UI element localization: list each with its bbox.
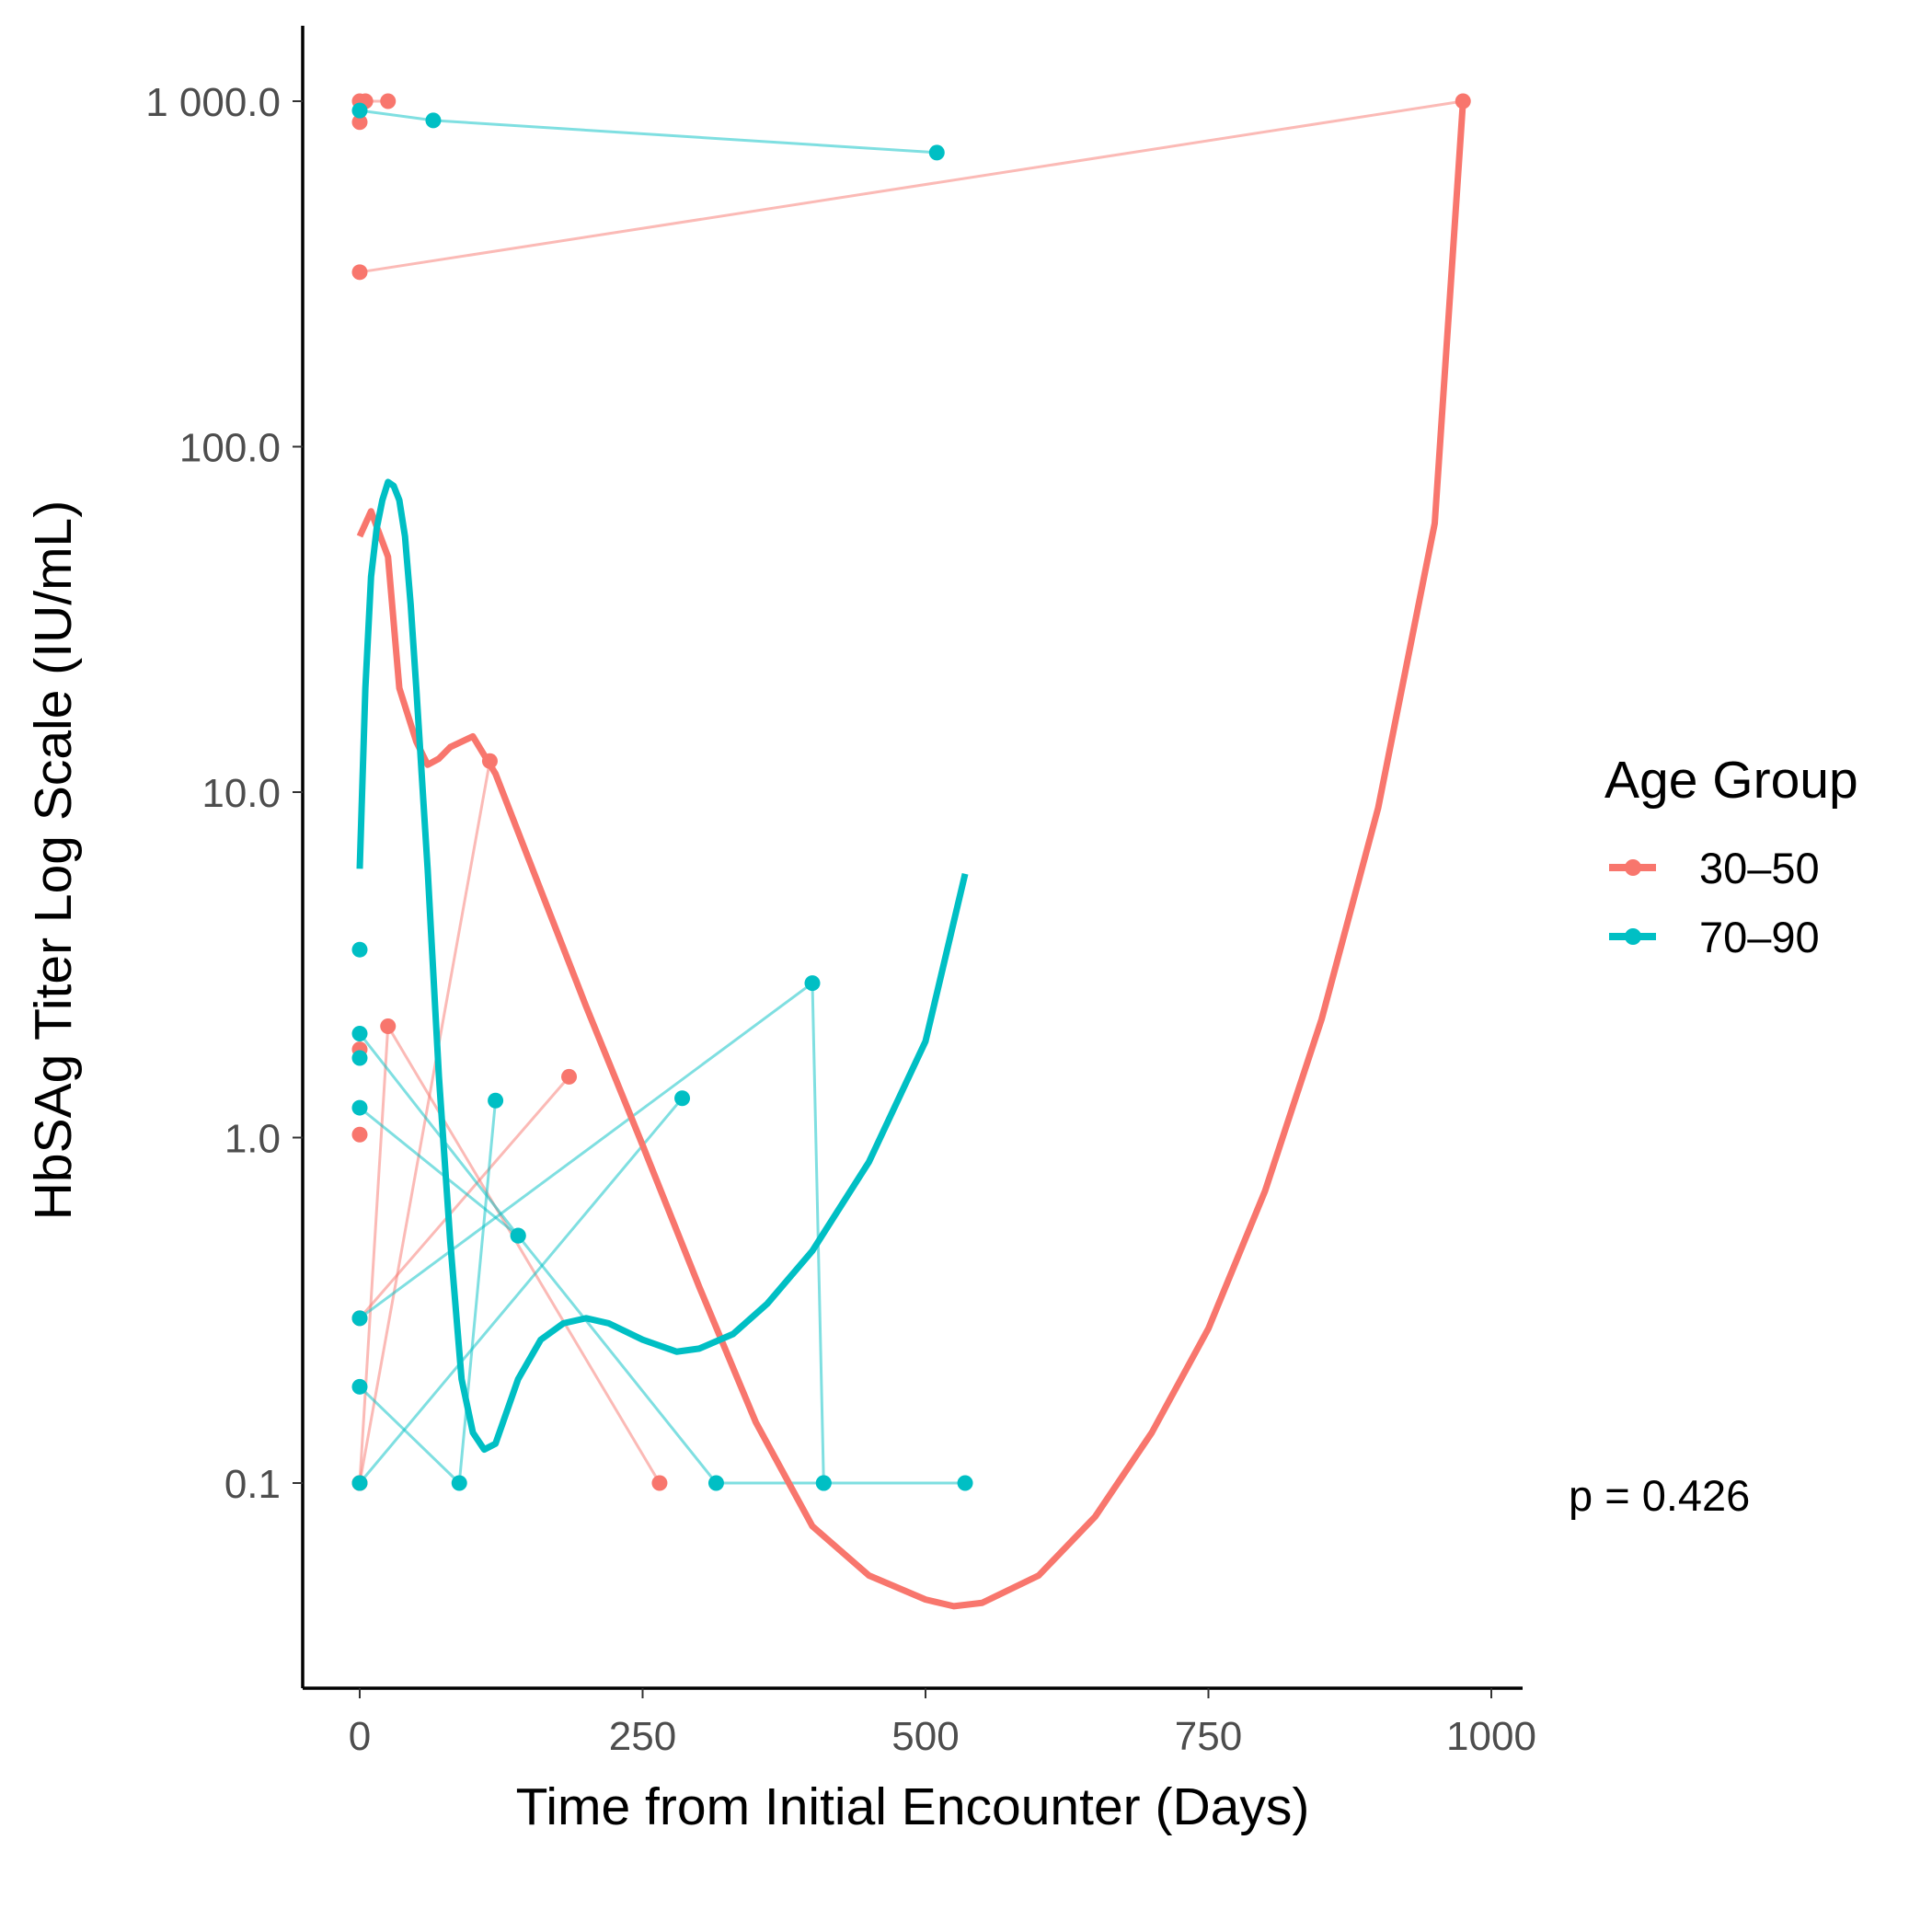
y-tick-label: 0.1 xyxy=(224,1462,281,1507)
patient-line-70-90 xyxy=(358,1032,520,1237)
data-point-70-90 xyxy=(510,1227,526,1244)
data-point-70-90 xyxy=(351,1475,368,1491)
patient-line-70-90 xyxy=(358,1097,684,1484)
x-ticks: 0 250 500 750 1000 xyxy=(349,1688,1536,1759)
data-point-70-90 xyxy=(351,1050,368,1066)
data-point-30-50 xyxy=(380,1018,397,1035)
data-point-70-90 xyxy=(928,144,945,161)
data-point-30-50 xyxy=(351,1126,368,1143)
x-tick-label: 1000 xyxy=(1446,1714,1536,1759)
x-tick-label: 750 xyxy=(1175,1714,1242,1759)
y-tick-label: 100.0 xyxy=(179,426,281,471)
x-tick-label: 250 xyxy=(609,1714,676,1759)
data-point-70-90 xyxy=(957,1475,973,1491)
data-point-30-50 xyxy=(351,114,368,131)
data-point-30-50 xyxy=(651,1475,668,1491)
data-point-70-90 xyxy=(425,112,442,129)
y-tick-label: 10.0 xyxy=(201,771,281,816)
data-point-70-90 xyxy=(815,1475,832,1491)
series-layer xyxy=(358,99,1464,1487)
trend-layer xyxy=(356,100,1466,1610)
patient-line-70-90 xyxy=(359,1106,966,1485)
legend-swatch-point-70-90 xyxy=(1625,928,1641,945)
trend-line-70-90 xyxy=(356,478,969,1454)
data-point-30-50 xyxy=(380,93,397,109)
y-ticks: 0.1 1.0 10.0 100.0 1 000.0 xyxy=(145,80,303,1507)
patient-line-30-50 xyxy=(359,99,1464,274)
y-tick-label: 1.0 xyxy=(224,1117,281,1162)
data-point-70-90 xyxy=(351,1099,368,1116)
data-point-70-90 xyxy=(804,975,821,992)
patient-line-70-90 xyxy=(359,980,825,1484)
data-point-70-90 xyxy=(674,1090,691,1107)
data-point-70-90 xyxy=(351,102,368,119)
data-point-30-50 xyxy=(351,264,368,281)
legend-label-30-50: 30–50 xyxy=(1699,844,1820,892)
x-axis-title: Time from Initial Encounter (Days) xyxy=(516,1777,1310,1836)
points-layer xyxy=(351,93,1471,1491)
data-point-70-90 xyxy=(351,1310,368,1327)
patient-line-30-50 xyxy=(358,760,491,1484)
patient-line-30-50 xyxy=(358,1021,661,1484)
data-point-70-90 xyxy=(351,941,368,958)
x-tick-label: 500 xyxy=(891,1714,959,1759)
patient-line-70-90 xyxy=(359,109,937,155)
legend: Age Group 30–50 70–90 xyxy=(1604,751,1858,961)
y-tick-label: 1 000.0 xyxy=(145,80,281,125)
patient-line-30-50 xyxy=(358,1075,570,1319)
data-point-70-90 xyxy=(707,1475,724,1491)
data-point-70-90 xyxy=(488,1092,504,1109)
p-value-annotation: p = 0.426 xyxy=(1569,1471,1750,1520)
y-axis-title: HbSAg Titer Log Scale (IU/mL) xyxy=(24,500,83,1220)
data-point-70-90 xyxy=(351,1025,368,1041)
x-tick-label: 0 xyxy=(349,1714,371,1759)
legend-label-70-90: 70–90 xyxy=(1699,913,1820,961)
legend-swatch-point-30-50 xyxy=(1625,859,1641,876)
trend-line-30-50 xyxy=(356,100,1466,1610)
data-point-30-50 xyxy=(561,1068,578,1085)
data-point-70-90 xyxy=(451,1475,467,1491)
legend-title: Age Group xyxy=(1604,751,1858,810)
data-point-70-90 xyxy=(351,1378,368,1395)
